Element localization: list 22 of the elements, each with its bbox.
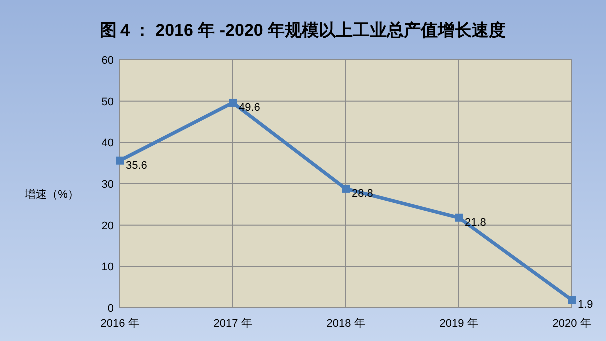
x-tick-label: 2020 年: [552, 318, 592, 330]
point: [568, 296, 576, 304]
y-tick-label: 10: [102, 262, 114, 274]
point: [455, 214, 463, 222]
point: [342, 184, 350, 193]
x-tick-label: 2018 年: [326, 318, 366, 330]
y-tick-label: 20: [102, 220, 114, 232]
x-tick-label: 2017 年: [214, 318, 252, 330]
y-tick-label: 30: [102, 179, 114, 191]
y-tick-label: 0: [108, 303, 114, 315]
point: [229, 98, 237, 107]
y-axis-title: 增速（%）: [24, 188, 79, 201]
x-tick-label: 2019 年: [440, 318, 478, 330]
data-label: 28.8: [352, 188, 374, 200]
data-label: 35.6: [126, 160, 148, 172]
y-tick-label: 60: [102, 55, 114, 67]
y-tick-label: 50: [102, 96, 114, 108]
chart-title: 图４： 2016 年 -2020 年规模以上工业总产值增长速度: [100, 21, 506, 40]
x-tick-label: 2016 年: [100, 318, 140, 330]
data-label: 1.9: [578, 299, 594, 312]
point: [116, 156, 124, 165]
y-tick-label: 40: [102, 138, 114, 150]
